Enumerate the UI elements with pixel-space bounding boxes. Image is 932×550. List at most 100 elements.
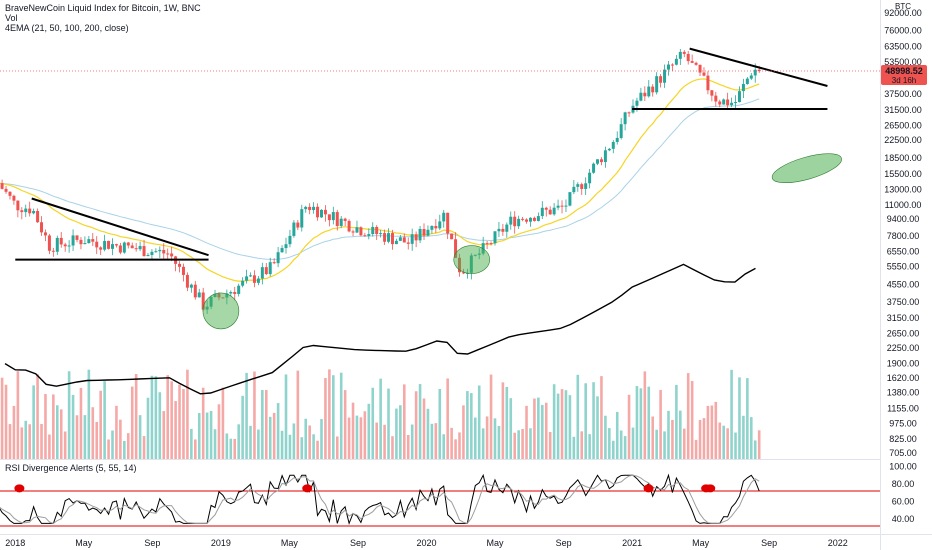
volume-bar	[505, 386, 509, 459]
volume-bar	[351, 402, 355, 459]
volume-bar	[406, 434, 410, 459]
rsi-pane[interactable]	[0, 473, 880, 527]
candle-body	[79, 239, 83, 245]
candle-body	[674, 58, 678, 65]
rsi-line	[0, 473, 760, 526]
candle-body	[627, 112, 631, 114]
volume-bar	[521, 429, 524, 459]
candle-body	[158, 249, 162, 252]
volume-bar	[572, 436, 576, 459]
candle-body	[343, 218, 347, 221]
volume-bar	[209, 410, 213, 459]
vol-indicator-label[interactable]: Vol	[5, 13, 18, 23]
volume-bar	[470, 393, 473, 459]
rsi-indicator-label[interactable]: RSI Divergence Alerts (5, 55, 14)	[5, 463, 137, 473]
volume-bar	[363, 411, 367, 459]
volume-bar	[568, 395, 572, 459]
volume-bar	[233, 438, 237, 459]
candle-body	[544, 207, 548, 210]
candle-body	[55, 237, 59, 252]
candle-body	[272, 262, 276, 264]
volume-bar	[312, 434, 315, 459]
price-tick-label: 13000.00	[884, 185, 922, 195]
candle-body	[710, 90, 714, 96]
candle-body	[335, 212, 339, 226]
volume-bar	[556, 393, 560, 459]
price-axis[interactable]: BTC 92000.00 76000.00 63500.00 53500.00 4550…	[884, 2, 922, 458]
candle-body	[714, 95, 718, 102]
volume-bar	[710, 405, 714, 459]
candle-body	[339, 218, 343, 226]
time-axis[interactable]: 2018 May Sep 2019 May Sep 2020 May Sep 2021 May Sep…	[5, 538, 847, 548]
candle-body	[189, 284, 193, 288]
candle-body	[245, 276, 249, 281]
volume-bar	[347, 417, 351, 459]
volume-bar	[359, 417, 363, 459]
ema-indicator-label[interactable]: 4EMA (21, 50, 100, 200, close)	[5, 23, 129, 33]
price-tick-label: 18500.00	[884, 153, 922, 163]
trendline-2018-descending[interactable]	[31, 197, 209, 257]
time-tick-label: Sep	[761, 538, 777, 548]
candle-body	[461, 272, 465, 274]
volume-bar	[706, 405, 710, 459]
chart-title[interactable]: BraveNewCoin Liquid Index for Bitcoin, 1…	[5, 3, 201, 13]
candle-body	[745, 78, 749, 84]
volume-bar	[174, 401, 177, 459]
candle-body	[387, 233, 391, 242]
volume-bar	[627, 394, 631, 459]
candle-body	[584, 183, 588, 189]
volume-bar	[651, 416, 655, 459]
candle-body	[75, 235, 79, 240]
candle-body	[426, 229, 430, 236]
candle-body	[284, 244, 288, 249]
candle-body	[166, 253, 170, 255]
highlight-circle-2020[interactable]	[453, 245, 491, 274]
volume-bar	[115, 405, 118, 459]
volume-bar	[537, 397, 540, 459]
highlight-ellipse-projection[interactable]	[769, 148, 844, 189]
price-tick-label: 26500.00	[884, 120, 922, 130]
volume-bar	[757, 430, 761, 459]
candle-body	[749, 75, 753, 79]
candle-body	[63, 244, 67, 247]
volume-bar	[686, 373, 690, 459]
candle-body	[312, 206, 316, 211]
volume-bar	[560, 389, 564, 459]
time-tick-label: May	[487, 538, 505, 548]
highlight-circle-2019[interactable]	[202, 292, 240, 330]
volume-bar	[682, 428, 686, 459]
price-tick-label: 76000.00	[884, 25, 922, 35]
candle-body	[363, 235, 367, 237]
bar-countdown: 3d 16h	[892, 76, 916, 85]
volume-bar	[548, 432, 552, 459]
price-tick-label: 15500.00	[884, 169, 922, 179]
volume-bar	[604, 415, 607, 459]
price-tick-label: 4550.00	[887, 280, 920, 290]
drawing-tools[interactable]	[15, 47, 844, 330]
candle-body	[596, 159, 600, 164]
volume-bar	[162, 411, 166, 459]
candle-body	[126, 242, 130, 246]
trendline-2021-descending[interactable]	[689, 47, 828, 87]
candle-body	[114, 244, 118, 246]
candle-body	[185, 274, 189, 288]
candle-body	[509, 216, 513, 225]
volume-bar	[134, 374, 138, 459]
candle-body	[402, 237, 406, 243]
volume-bar	[592, 382, 595, 459]
volume-bar	[190, 428, 193, 459]
volume-bar	[205, 412, 209, 459]
candle-body	[8, 191, 12, 196]
candle-body	[110, 244, 114, 249]
candle-body	[32, 210, 36, 214]
candle-body	[304, 206, 308, 210]
candle-body	[730, 102, 734, 106]
volume-bar	[438, 388, 442, 459]
candle-body	[375, 226, 379, 235]
volume-bar	[410, 424, 414, 459]
volume-bar	[434, 423, 438, 459]
candle-body	[442, 212, 446, 222]
candle-body	[20, 210, 24, 213]
volume-bar	[83, 415, 87, 459]
